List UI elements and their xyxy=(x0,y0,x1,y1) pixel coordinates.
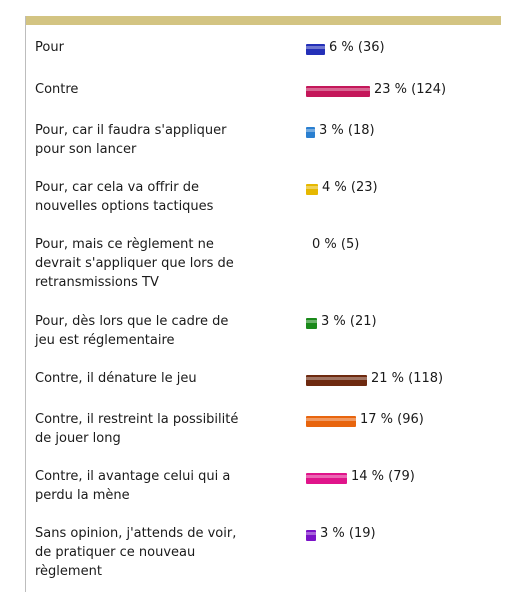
result-bar xyxy=(306,44,325,55)
option-result: 3 % (19) xyxy=(320,524,376,543)
vote-count-label: (36) xyxy=(357,40,385,55)
percent-label: 6 % xyxy=(329,40,354,55)
vote-count-label: (124) xyxy=(411,82,447,97)
option-label: Contre, il restreint la possibilité de j… xyxy=(35,412,239,446)
result-bar xyxy=(306,184,318,195)
vote-count-label: (19) xyxy=(348,526,376,541)
vote-count-label: (96) xyxy=(397,412,424,427)
result-bar xyxy=(306,127,315,138)
percent-label: 3 % xyxy=(320,526,345,541)
header-bar xyxy=(26,16,501,25)
percent-label: 3 % xyxy=(319,123,344,138)
vote-count-label: (21) xyxy=(349,314,377,329)
result-bar xyxy=(306,530,316,541)
percent-label: 21 % xyxy=(371,371,405,386)
option-label: Pour, mais ce règlement ne devrait s'app… xyxy=(35,237,234,290)
option-result: 3 % (18) xyxy=(319,121,375,140)
result-bar xyxy=(306,375,367,386)
vote-count-label: (18) xyxy=(347,123,375,138)
result-bar xyxy=(306,473,347,484)
vote-count-label: (23) xyxy=(350,180,378,195)
option-label: Pour, dès lors que le cadre de jeu est r… xyxy=(35,314,229,348)
option-label: Contre xyxy=(35,82,79,97)
option-result: 14 % (79) xyxy=(351,467,415,486)
percent-label: 3 % xyxy=(321,314,346,329)
option-result: 3 % (21) xyxy=(321,312,377,331)
option-result: 17 % (96) xyxy=(360,410,424,429)
option-result: 23 % (124) xyxy=(374,80,446,99)
percent-label: 0 % xyxy=(312,237,337,252)
option-result: 6 % (36) xyxy=(329,38,385,57)
percent-label: 4 % xyxy=(322,180,347,195)
result-bar xyxy=(306,416,356,427)
option-label: Pour, car cela va offrir de nouvelles op… xyxy=(35,180,214,214)
option-result: 4 % (23) xyxy=(322,178,378,197)
option-label: Pour, car il faudra s'appliquer pour son… xyxy=(35,123,227,157)
percent-label: 23 % xyxy=(374,82,408,97)
percent-label: 14 % xyxy=(351,469,385,484)
vote-count-label: (5) xyxy=(340,237,360,252)
vote-count-label: (118) xyxy=(408,371,444,386)
option-label: Contre, il dénature le jeu xyxy=(35,371,197,386)
option-result: 21 % (118) xyxy=(371,369,443,388)
option-label: Pour xyxy=(35,40,64,55)
percent-label: 17 % xyxy=(360,412,394,427)
option-result: 0 % (5) xyxy=(312,235,359,254)
result-bar xyxy=(306,86,370,97)
option-label: Contre, il avantage celui qui a perdu la… xyxy=(35,469,231,503)
vote-count-label: (79) xyxy=(388,469,415,484)
poll-results: Pour 6 % (36) Contre 23 % (124) Pour, car il… xyxy=(25,16,501,592)
option-label: Sans opinion, j'attends de voir, de prat… xyxy=(35,526,237,579)
result-bar xyxy=(306,318,317,329)
